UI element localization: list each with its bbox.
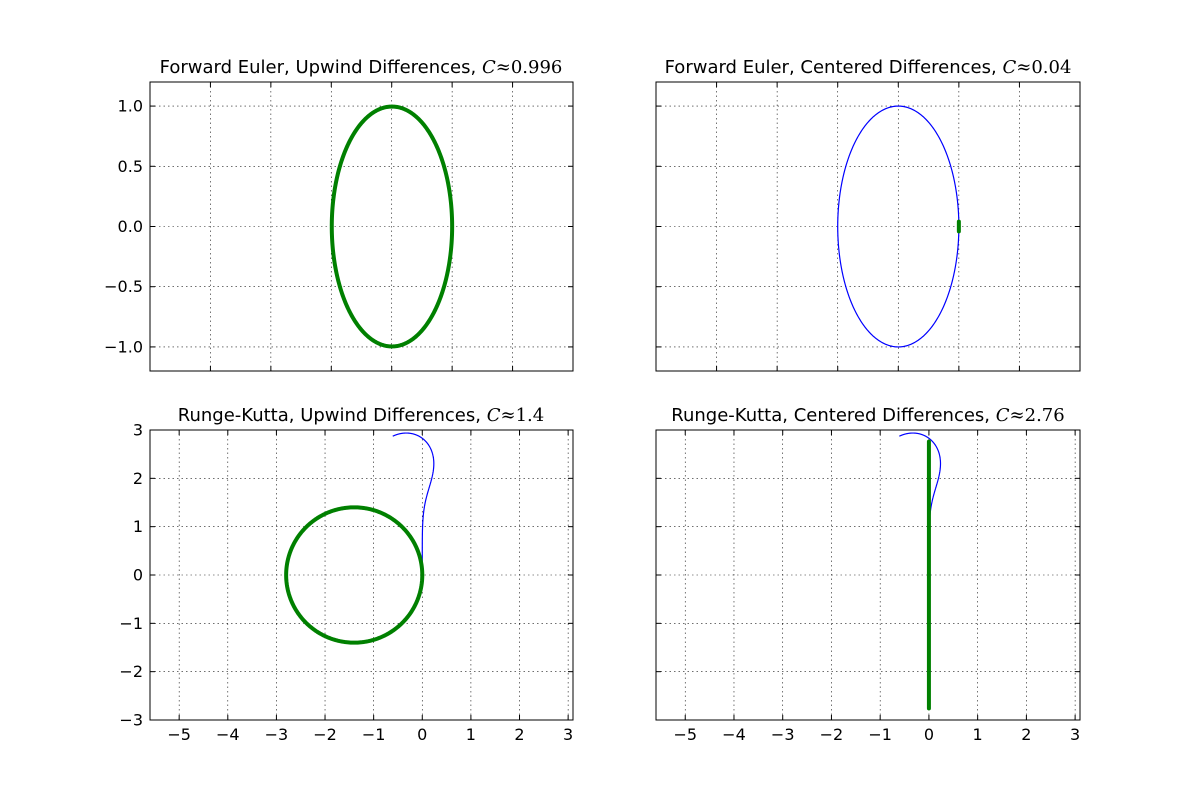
x-tick-label: 2 xyxy=(514,725,524,744)
x-tick-label: −5 xyxy=(167,725,191,744)
y-tick-label: −2 xyxy=(119,662,143,681)
stability-boundary-series xyxy=(392,432,435,576)
subplot-title: Runge-Kutta, Upwind Differences, C≈1.4 xyxy=(178,405,544,426)
title-text: Runge-Kutta, Upwind Differences, xyxy=(178,405,487,426)
y-tick-label: −0.5 xyxy=(104,277,143,296)
title-text: Forward Euler, Centered Differences, xyxy=(665,57,1003,78)
y-tick-label: 0 xyxy=(133,566,143,585)
x-tick-label: −3 xyxy=(771,725,795,744)
ticks xyxy=(655,82,1081,371)
y-tick-label: 2 xyxy=(133,469,143,488)
stability-boundary-series xyxy=(837,105,960,348)
y-tick-label: −1 xyxy=(119,614,143,633)
title-approx: ≈ xyxy=(1016,57,1031,78)
title-value: 0.996 xyxy=(511,57,563,78)
x-tick-label: −3 xyxy=(265,725,289,744)
subplot-title: Runge-Kutta, Centered Differences, C≈2.7… xyxy=(671,405,1064,426)
x-tick-label: −2 xyxy=(313,725,337,744)
x-tick-label: −1 xyxy=(868,725,892,744)
plot-area xyxy=(284,432,435,645)
x-tick-label: −2 xyxy=(820,725,844,744)
subplot-title: Forward Euler, Upwind Differences, C≈0.9… xyxy=(160,57,563,78)
y-tick-label: 1 xyxy=(133,517,143,536)
y-tick-label: 3 xyxy=(133,421,143,440)
x-tick-label: 1 xyxy=(466,725,476,744)
grid xyxy=(656,430,1080,720)
title-value: 2.76 xyxy=(1025,405,1065,426)
title-value: 0.04 xyxy=(1031,57,1071,78)
title-text: Runge-Kutta, Centered Differences, xyxy=(671,405,995,426)
subplot-forward-euler-upwind: Forward Euler, Upwind Differences, C≈0.9… xyxy=(104,57,574,372)
stability-boundary-series xyxy=(898,432,942,576)
subplot-forward-euler-centered: Forward Euler, Centered Differences, C≈0… xyxy=(655,57,1081,372)
y-tick-label: 0.5 xyxy=(118,157,143,176)
title-approx: ≈ xyxy=(1010,405,1025,426)
y-tick-label: −3 xyxy=(119,711,143,730)
grid xyxy=(150,430,573,720)
x-tick-label: −5 xyxy=(673,725,697,744)
x-tick-label: −4 xyxy=(722,725,746,744)
title-approx: ≈ xyxy=(500,405,515,426)
y-tick-label: 1.0 xyxy=(118,97,143,116)
plot-area xyxy=(837,105,961,348)
x-tick-label: 2 xyxy=(1021,725,1031,744)
x-tick-label: 0 xyxy=(924,725,934,744)
subplot-title: Forward Euler, Centered Differences, C≈0… xyxy=(665,57,1072,78)
x-tick-label: 1 xyxy=(973,725,983,744)
y-tick-label: 0.0 xyxy=(118,217,143,236)
title-symbol: C xyxy=(482,57,496,78)
title-symbol: C xyxy=(487,405,501,426)
title-symbol: C xyxy=(1002,57,1016,78)
ticks: −5 −4 −3 −2 −1 0 1 2 3 xyxy=(656,429,1080,744)
plot-area xyxy=(898,432,942,711)
title-text: Forward Euler, Upwind Differences, xyxy=(160,57,482,78)
y-tick-label: −1.0 xyxy=(104,337,143,356)
x-tick-label: 3 xyxy=(563,725,573,744)
plot-area xyxy=(329,104,455,349)
title-approx: ≈ xyxy=(496,57,511,78)
title-value: 1.4 xyxy=(516,405,545,426)
grid xyxy=(656,82,1080,371)
ticks: −1.0 −0.5 0.0 0.5 1.0 xyxy=(104,82,574,371)
ticks: −5 −4 −3 −2 −1 0 1 2 3 −3 −2 −1 0 1 2 3 xyxy=(119,421,573,745)
eigenvalue-series xyxy=(284,505,425,645)
eigenvalue-series xyxy=(329,104,455,349)
subplot-runge-kutta-centered: Runge-Kutta, Centered Differences, C≈2.7… xyxy=(655,405,1081,744)
subplot-runge-kutta-upwind: Runge-Kutta, Upwind Differences, C≈1.4 −… xyxy=(119,405,574,745)
title-symbol: C xyxy=(996,405,1010,426)
x-tick-label: 3 xyxy=(1070,725,1080,744)
x-tick-label: 0 xyxy=(417,725,427,744)
x-tick-label: −4 xyxy=(216,725,240,744)
x-tick-label: −1 xyxy=(362,725,386,744)
